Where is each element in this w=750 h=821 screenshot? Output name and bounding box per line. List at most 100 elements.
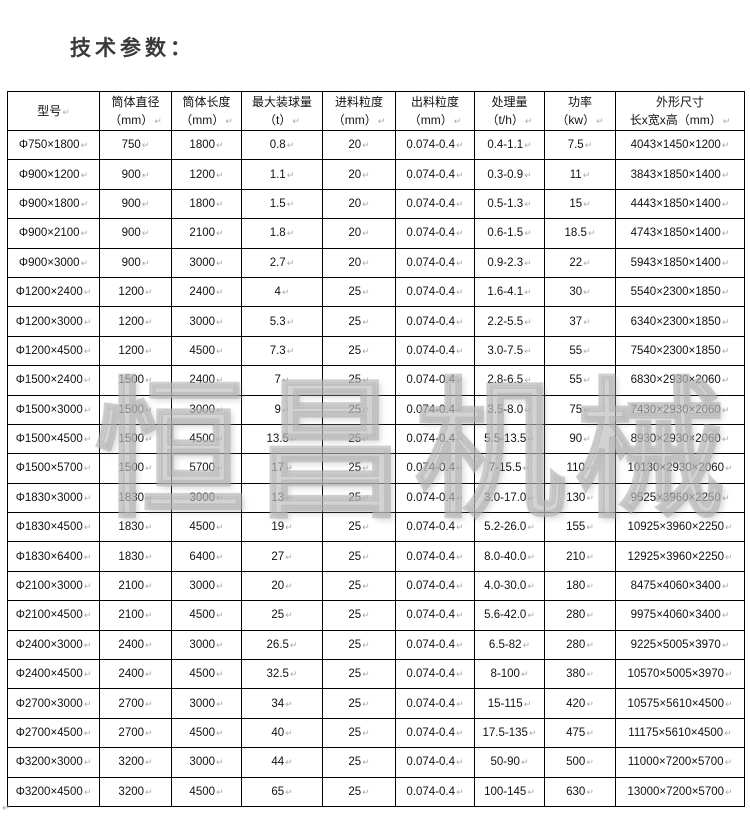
table-cell: 0.074-0.4 xyxy=(395,306,475,337)
section-title: 技术参数： xyxy=(70,36,195,60)
table-cell: 26.5 xyxy=(241,629,323,661)
cell-text: 0.074-0.4 xyxy=(406,521,463,533)
cell-text: 210 xyxy=(566,551,594,563)
cell-text: 0.9-2.3 xyxy=(487,257,531,269)
table-row: Φ2100×4500 2100 4500 25 25 0.074-0.4 5.6-42.0 2… xyxy=(7,600,745,631)
table-cell: Φ2400×4500 xyxy=(7,659,100,690)
table-cell: 4 xyxy=(241,276,323,308)
cell-text: 25 xyxy=(348,609,369,621)
cell-text: 13.5 xyxy=(267,433,298,445)
cell-text: 13000×7200×5700 xyxy=(627,786,732,798)
table-row: Φ900×1200 900 1200 1.1 20 0.074-0.4 0.3-0.9 11 3… xyxy=(7,159,745,190)
cell-text: 1200 xyxy=(189,169,223,181)
cell-text: Φ2100×4500 xyxy=(16,609,92,621)
table-cell: 0.074-0.4 xyxy=(395,188,475,220)
cell-text: 130 xyxy=(566,492,594,504)
table-cell: Φ2700×4500 xyxy=(7,717,100,749)
table-cell: 20 xyxy=(322,188,396,220)
cell-text: 750 xyxy=(122,139,150,151)
cell-text: 3.5-8.0 xyxy=(487,404,531,416)
table-cell: 0.074-0.4 xyxy=(395,717,475,749)
table-cell: 25 xyxy=(322,423,396,455)
table-row: Φ900×3000 900 3000 2.7 20 0.074-0.4 0.9-2.3 22 5… xyxy=(7,247,745,278)
cell-text: 4500 xyxy=(189,727,223,739)
column-header-label: 出料粒度 xyxy=(410,94,459,109)
table-row: Φ1500×2400 1500 2400 7 25 0.074-0.4 2.8-6.5 55 6… xyxy=(7,365,745,396)
table-cell: 4443×1850×1400 xyxy=(615,188,745,220)
table-row: Φ2400×4500 2400 4500 32.5 25 0.074-0.4 8-100 38… xyxy=(7,659,745,690)
cell-text: 9225×5005×3970 xyxy=(631,639,730,651)
table-cell: 900 xyxy=(99,218,172,249)
table-cell: 2100 xyxy=(99,570,172,602)
cell-text: 17.5-135 xyxy=(483,727,537,739)
table-cell: Φ1830×3000 xyxy=(7,482,100,514)
cell-text: 3200 xyxy=(118,756,152,768)
cell-text: 0.8 xyxy=(270,139,295,151)
table-cell: 0.8 xyxy=(241,129,323,161)
cell-text: 11175×5610×4500 xyxy=(628,727,731,739)
cell-text: 1500 xyxy=(118,374,152,386)
cell-text: 0.074-0.4 xyxy=(406,374,463,386)
table-cell: 9525×3960×2250 xyxy=(615,482,745,514)
table-cell: 0.3-0.9 xyxy=(474,159,545,190)
table-cell: 100-145 xyxy=(474,776,545,807)
table-cell: 630 xyxy=(544,776,616,807)
column-header: 筒体长度 （mm） xyxy=(171,91,242,131)
table-cell: 0.074-0.4 xyxy=(395,394,475,425)
cell-text: 0.074-0.4 xyxy=(406,492,463,504)
table-cell: 900 xyxy=(99,188,172,220)
table-cell: 3000 xyxy=(171,747,242,778)
table-cell: 900 xyxy=(99,247,172,278)
table-row: Φ750×1800 750 1800 0.8 20 0.074-0.4 0.4-1.1 7.5… xyxy=(7,129,745,161)
table-cell: Φ1500×2400 xyxy=(7,365,100,396)
cell-text: 25 xyxy=(271,609,292,621)
table-cell: 1800 xyxy=(171,129,242,161)
cell-text: 5700 xyxy=(189,462,223,474)
cell-text: 4500 xyxy=(189,786,223,798)
table-cell: 17 xyxy=(241,453,323,484)
cell-text: 5943×1850×1400 xyxy=(631,257,730,269)
cell-text: 6.5-82 xyxy=(489,639,530,651)
cell-text: 8-100 xyxy=(491,668,529,680)
cell-text: 2.2-5.5 xyxy=(487,316,531,328)
cell-text: Φ2700×4500 xyxy=(16,727,92,739)
table-cell: 750 xyxy=(99,129,172,161)
cell-text: 3000 xyxy=(189,580,223,592)
table-cell: 1.5 xyxy=(241,188,323,220)
table-cell: 1200 xyxy=(99,335,172,367)
table-cell: 15 xyxy=(544,188,616,220)
cell-text: 4743×1850×1400 xyxy=(631,227,730,239)
table-cell: 4500 xyxy=(171,600,242,631)
cell-text: 75 xyxy=(569,404,590,416)
column-header-label: 功率 xyxy=(567,94,592,109)
column-header: 进料粒度 （mm） xyxy=(322,91,396,131)
table-cell: 8930×2930×2060 xyxy=(615,423,745,455)
table-cell: 20 xyxy=(322,159,396,190)
cell-text: 2.7 xyxy=(270,257,295,269)
cell-text: 0.074-0.4 xyxy=(406,551,463,563)
cell-text: 25 xyxy=(348,580,369,592)
cell-text: 25 xyxy=(348,698,369,710)
cell-text: 55 xyxy=(569,345,590,357)
table-cell: 3000 xyxy=(171,629,242,661)
column-header-label: 最大装球量 xyxy=(251,94,312,109)
table-cell: 9225×5005×3970 xyxy=(615,629,745,661)
cell-text: 0.074-0.4 xyxy=(406,257,463,269)
cell-text: 475 xyxy=(566,727,594,739)
cell-text: 4500 xyxy=(189,433,223,445)
cell-text: 34 xyxy=(271,698,292,710)
cell-text: Φ3200×3000 xyxy=(16,756,92,768)
table-row: Φ900×1800 900 1800 1.5 20 0.074-0.4 0.5-1.3 15 4… xyxy=(7,188,745,220)
table-cell: 20 xyxy=(241,570,323,602)
table-cell: 1.8 xyxy=(241,218,323,249)
table-cell: 3.5-8.0 xyxy=(474,394,545,425)
column-header-label: 型号 xyxy=(9,102,99,121)
table-cell: 0.074-0.4 xyxy=(395,600,475,631)
cell-text: 3000 xyxy=(189,316,223,328)
table-cell: 55 xyxy=(544,365,616,396)
cell-text: 25 xyxy=(348,551,369,563)
cell-text: 25 xyxy=(348,433,369,445)
cell-text: 1800 xyxy=(189,198,223,210)
table-row: Φ1200×3000 1200 3000 5.3 25 0.074-0.4 2.2-5.5 3… xyxy=(7,306,745,337)
cell-text: 30 xyxy=(569,286,590,298)
